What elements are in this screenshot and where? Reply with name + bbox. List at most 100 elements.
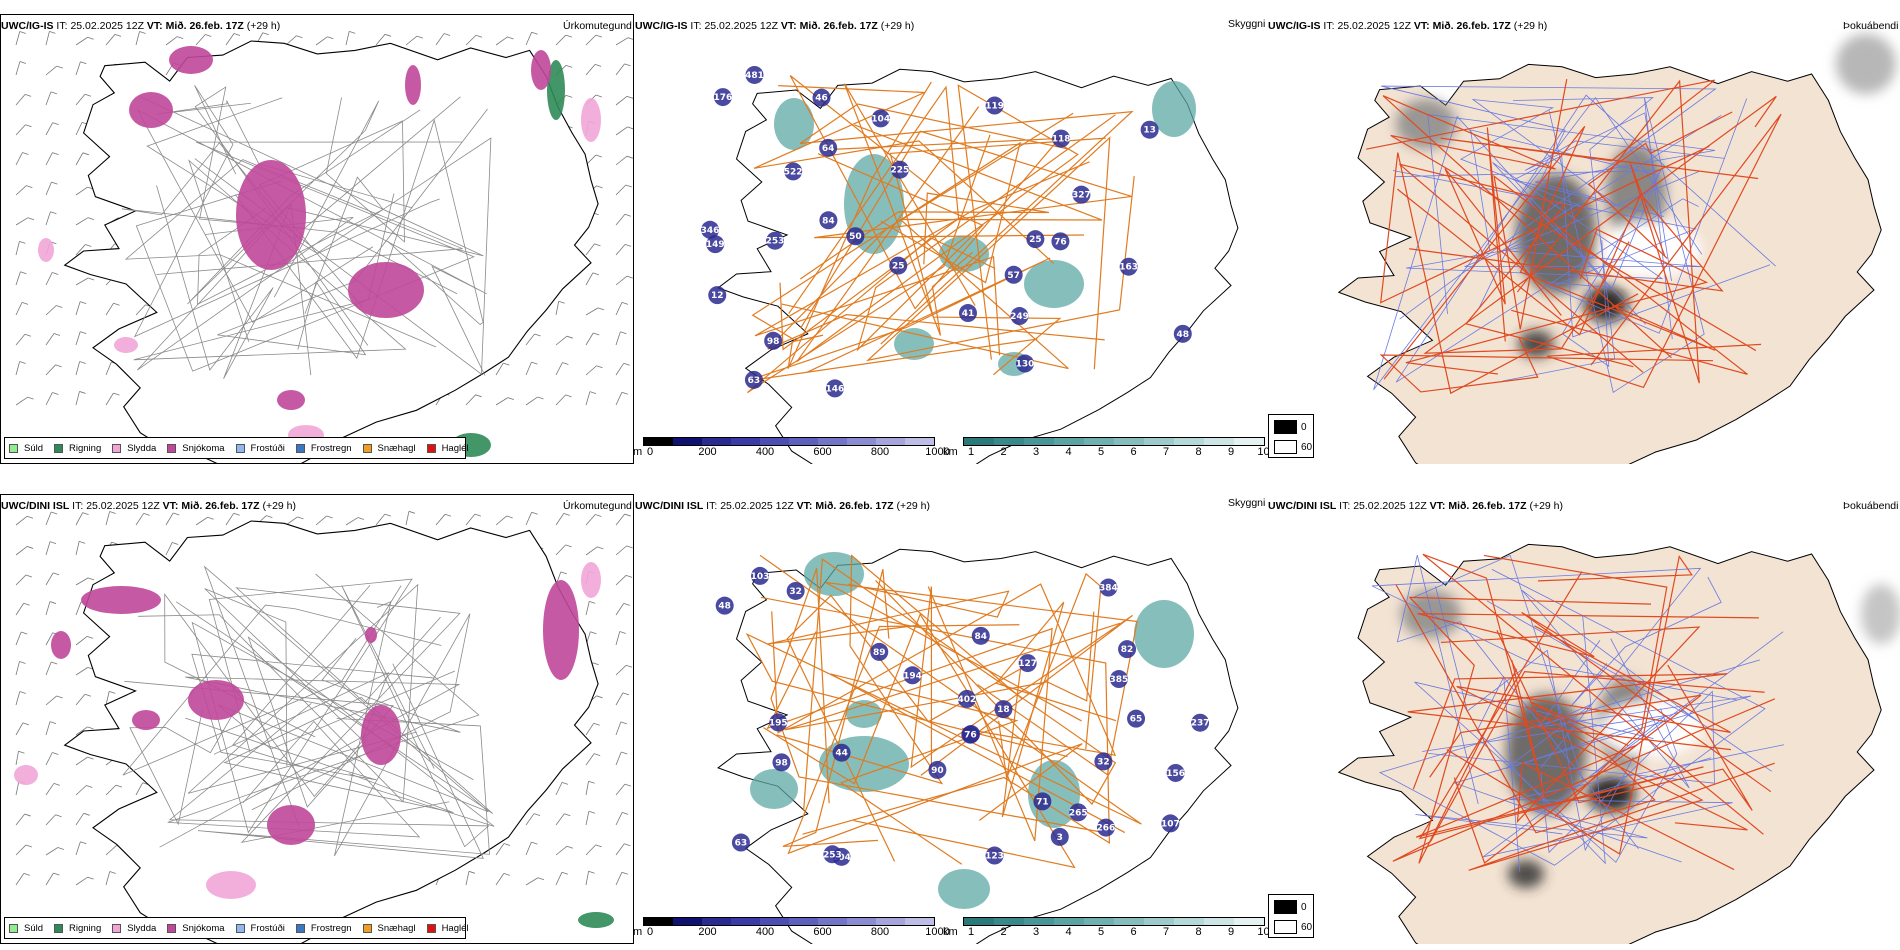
colorbar-tick: 200: [698, 926, 717, 938]
svg-text:237: 237: [1191, 719, 1210, 729]
legend-label: Frostregn: [310, 442, 352, 454]
colorbar-tick: 4: [1065, 446, 1072, 458]
svg-text:46: 46: [815, 94, 828, 104]
colorbar-tick: 400: [755, 926, 775, 938]
svg-text:32: 32: [789, 587, 802, 597]
visibility-station: 107: [1161, 814, 1180, 833]
svg-text:130: 130: [1016, 360, 1035, 370]
colorbar-tick: 1000: [925, 446, 950, 458]
visibility-station: 266: [1097, 818, 1115, 837]
visibility-station: 32: [1094, 752, 1113, 771]
precip-title-top: Úrkomutegund: [563, 20, 632, 32]
visibility-station: 156: [1166, 763, 1185, 782]
visibility-station: 25: [1026, 230, 1045, 249]
precip-area: [206, 871, 256, 899]
visibility-station: 25: [889, 256, 908, 275]
svg-text:176: 176: [713, 93, 732, 103]
precip-area: [132, 710, 160, 730]
visibility-station: 44: [832, 743, 851, 762]
visibility-station: 48: [715, 596, 734, 615]
visibility-station: 3: [1050, 827, 1069, 846]
visibility-panel-top: 225 522 119 104 63 25 41 346 249 84 64 130 163 253 327…: [634, 14, 1266, 464]
fog-title-top: Þokuábendi: [1843, 20, 1899, 32]
visibility-station: 265: [1069, 803, 1088, 822]
svg-text:84: 84: [822, 216, 835, 226]
run-header-top-precip: UWC/IG-IS IT: 25.02.2025 12Z VT: Mið. 26…: [1, 20, 281, 32]
svg-text:98: 98: [767, 337, 780, 347]
road-network: [745, 554, 1142, 869]
river-network: [1371, 554, 1785, 872]
visibility-title-top: Skyggni: [1228, 18, 1266, 30]
colorbar-tick: 9: [1227, 446, 1235, 458]
visibility-station: 76: [1051, 232, 1070, 251]
legend-item: Súld: [9, 443, 43, 454]
svg-text:385: 385: [1110, 675, 1129, 685]
colorbar-tick: 2: [1000, 926, 1007, 938]
legend-item: Slydda: [112, 923, 156, 934]
visibility-station: 522: [784, 162, 803, 181]
colorbar-tick: 9: [1227, 926, 1235, 938]
svg-text:98: 98: [775, 758, 788, 768]
svg-text:253: 253: [823, 850, 842, 860]
legend-swatch: [167, 923, 177, 933]
visibility-station: 82: [1118, 640, 1137, 659]
svg-text:12: 12: [711, 291, 724, 301]
svg-text:156: 156: [1166, 769, 1185, 779]
visibility-station: 346: [701, 220, 719, 239]
svg-text:249: 249: [1010, 312, 1029, 322]
visibility-map-top: 2255221191046325413462498464130163253327…: [701, 65, 1239, 464]
colorbar-unit: km: [943, 446, 958, 458]
svg-text:57: 57: [1007, 271, 1020, 281]
svg-text:127: 127: [1018, 659, 1037, 669]
visibility-station: 249: [1010, 307, 1029, 326]
svg-text:146: 146: [826, 384, 845, 394]
svg-text:265: 265: [1069, 808, 1088, 818]
colorbar-tick: 1000: [925, 926, 950, 938]
colorbar-tick: 7: [1162, 446, 1170, 458]
precip-area: [365, 627, 377, 643]
visibility-station: 195: [769, 713, 788, 732]
visibility-station: 127: [1018, 654, 1037, 673]
precip-area: [114, 337, 138, 353]
reduced-visibility-area: [750, 769, 798, 809]
fog-panel-bottom: [1266, 494, 1900, 944]
colorbar-tick: 800: [870, 446, 890, 458]
colorbar-tick: 200: [698, 446, 717, 458]
legend-label: Snjókoma: [182, 922, 225, 934]
legend-label: Snæhagl: [377, 922, 416, 934]
fog-map-top: [1337, 34, 1896, 464]
svg-text:384: 384: [1099, 584, 1118, 594]
legend-label: Haglél: [441, 922, 469, 934]
svg-text:41: 41: [962, 309, 975, 319]
run-header-top-visibility: UWC/IG-IS IT: 25.02.2025 12Z VT: Mið. 26…: [635, 20, 915, 32]
svg-text:402: 402: [957, 695, 976, 705]
precip-area: [277, 390, 305, 410]
colorbar-tick: 800: [870, 926, 890, 938]
precip-panel-top: Súld Rigning Slydda Snjókoma Frostúði Frostre…: [0, 14, 634, 464]
visibility-station: 225: [890, 160, 909, 179]
legend-item: Frostúði: [235, 443, 285, 454]
svg-text:90: 90: [931, 766, 944, 776]
visibility-station: 84: [819, 211, 838, 230]
precip-area: [129, 92, 173, 128]
precip-area: [188, 680, 244, 720]
colorbar-tick: 6: [1130, 446, 1137, 458]
colorbar-tick: 8: [1195, 926, 1202, 938]
legend-item: Haglél: [426, 922, 469, 934]
precip-area: [169, 46, 213, 74]
run-header-bottom-precip: UWC/DINI ISL IT: 25.02.2025 12Z VT: Mið.…: [1, 500, 297, 512]
svg-text:119: 119: [985, 102, 1004, 112]
precip-area: [267, 805, 315, 845]
legend-swatch: [9, 923, 18, 933]
precip-map-top: [15, 30, 633, 463]
legend-swatch: [235, 923, 245, 933]
colorbar-tick: 10: [1257, 446, 1270, 458]
reduced-visibility-area: [1024, 260, 1084, 308]
visibility-station: 130: [1016, 354, 1035, 373]
svg-text:25: 25: [1029, 235, 1042, 245]
svg-text:63: 63: [735, 839, 748, 849]
colorbar-tick: 4: [1065, 926, 1072, 938]
fog-legend-top: 0 60: [1268, 414, 1314, 458]
colorbar-strip: [963, 437, 1265, 446]
precip-area: [581, 562, 601, 598]
